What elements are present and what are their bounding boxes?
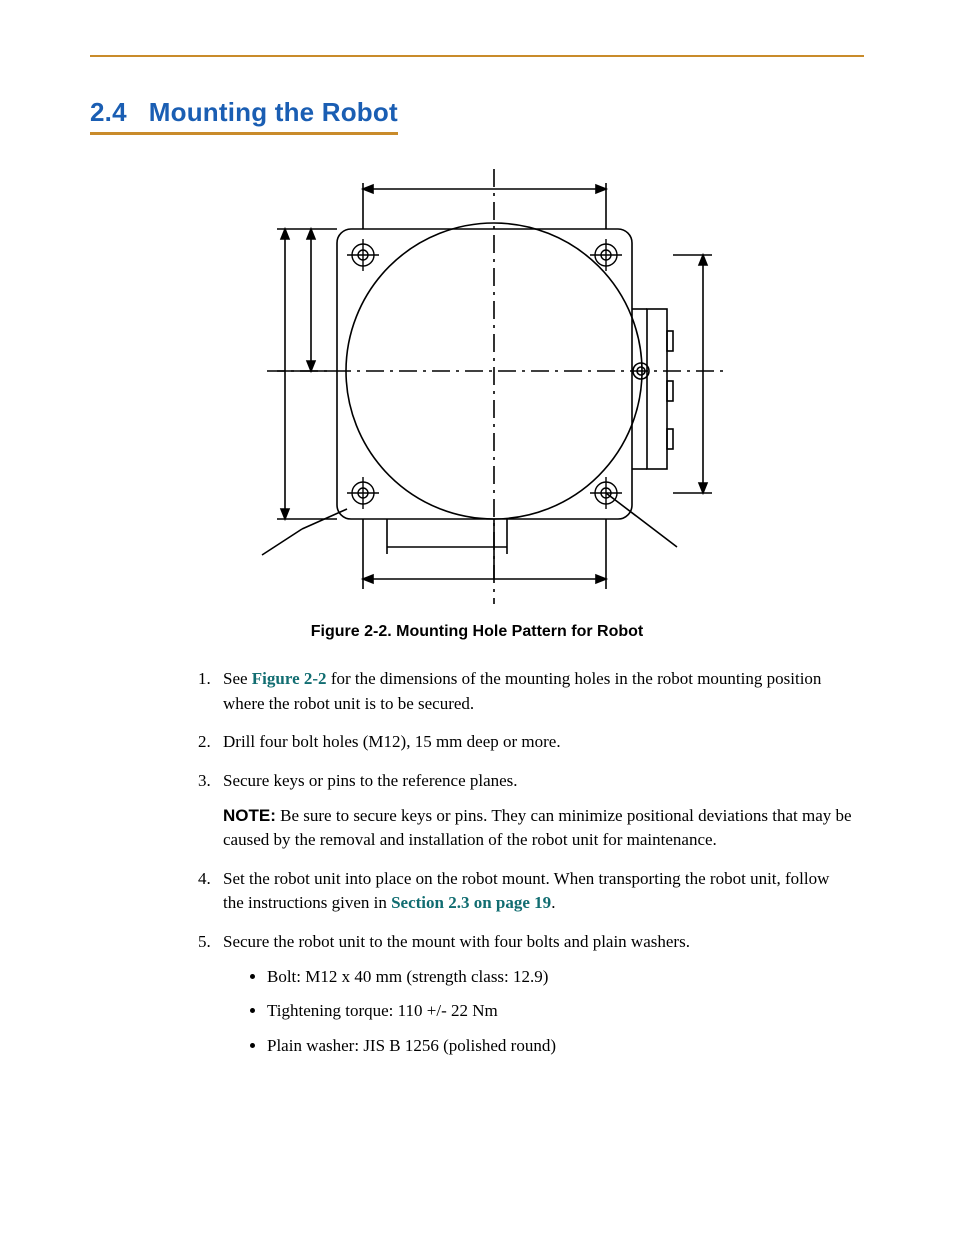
step-1-pre: See bbox=[223, 669, 252, 688]
step-3-text: Secure keys or pins to the reference pla… bbox=[223, 769, 854, 794]
figure-link[interactable]: Figure 2-2 bbox=[252, 669, 327, 688]
bolt-spec-list: Bolt: M12 x 40 mm (strength class: 12.9)… bbox=[223, 965, 854, 1059]
section-number: 2.4 bbox=[90, 97, 127, 127]
step-2: Drill four bolt holes (M12), 15 mm deep … bbox=[215, 730, 854, 755]
step-list: See Figure 2-2 for the dimensions of the… bbox=[175, 667, 854, 1059]
section-heading: 2.4 Mounting the Robot bbox=[90, 97, 398, 135]
note: NOTE: Be sure to secure keys or pins. Th… bbox=[223, 804, 854, 853]
step-5-text: Secure the robot unit to the mount with … bbox=[223, 930, 854, 955]
note-label: NOTE: bbox=[223, 806, 276, 825]
note-body: Be sure to secure keys or pins. They can… bbox=[223, 806, 852, 850]
bolt-spec: Bolt: M12 x 40 mm (strength class: 12.9) bbox=[267, 965, 854, 990]
step-1: See Figure 2-2 for the dimensions of the… bbox=[215, 667, 854, 716]
step-2-text: Drill four bolt holes (M12), 15 mm deep … bbox=[223, 730, 854, 755]
step-4: Set the robot unit into place on the rob… bbox=[215, 867, 854, 916]
top-rule bbox=[90, 55, 864, 57]
section-title-text: Mounting the Robot bbox=[149, 97, 398, 127]
torque-spec: Tightening torque: 110 +/- 22 Nm bbox=[267, 999, 854, 1024]
figure-caption: Figure 2-2. Mounting Hole Pattern for Ro… bbox=[90, 623, 864, 641]
mounting-diagram-icon bbox=[207, 159, 747, 609]
document-page: 2.4 Mounting the Robot bbox=[0, 0, 954, 1235]
step-4-post: . bbox=[551, 893, 555, 912]
figure-container bbox=[90, 159, 864, 609]
washer-spec: Plain washer: JIS B 1256 (polished round… bbox=[267, 1034, 854, 1059]
section-link[interactable]: Section 2.3 on page 19 bbox=[391, 893, 551, 912]
body-content: See Figure 2-2 for the dimensions of the… bbox=[175, 667, 854, 1059]
step-3: Secure keys or pins to the reference pla… bbox=[215, 769, 854, 853]
step-5: Secure the robot unit to the mount with … bbox=[215, 930, 854, 1059]
